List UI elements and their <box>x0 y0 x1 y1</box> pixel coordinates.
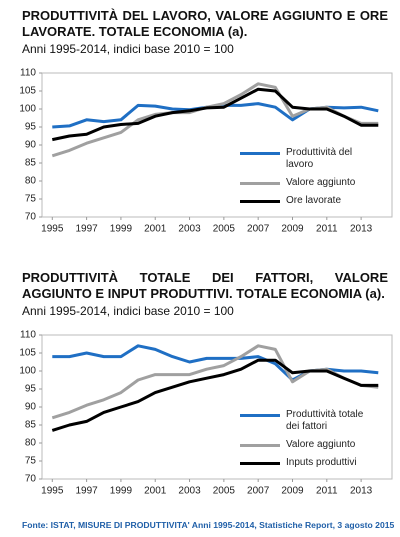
legend-label: Produttività del lavoro <box>286 147 353 170</box>
x-tick-label: 2009 <box>281 486 304 497</box>
legend-entry: Valore aggiunto <box>240 439 364 451</box>
legend-swatch <box>240 414 280 417</box>
legend-swatch <box>240 152 280 155</box>
y-tick-label: 80 <box>25 438 37 449</box>
x-tick-label: 1997 <box>75 224 98 235</box>
series-line <box>51 82 379 158</box>
y-tick-label: 75 <box>25 456 37 467</box>
x-tick-label: 2011 <box>316 224 338 235</box>
x-tick-label: 2005 <box>213 224 236 235</box>
legend-entry: Ore lavorate <box>240 195 364 207</box>
plot: 70 75 80 85 90 95 100 105 110 1995 1997 1999 2001 200… <box>19 330 393 497</box>
y-tick-label: 95 <box>25 122 37 133</box>
x-tick-label: 2005 <box>213 486 236 497</box>
legend-entry: Inputs produttivi <box>240 457 364 469</box>
y-tick-label: 105 <box>19 86 36 97</box>
y-tick-label: 70 <box>25 474 37 485</box>
chart: PRODUTTIVITÀ TOTALE DEI FATTORI, VALORE … <box>0 262 400 524</box>
y-tick-label: 105 <box>19 348 36 359</box>
y-tick-label: 80 <box>25 176 37 187</box>
x-tick-label: 1995 <box>41 486 64 497</box>
legend-label: Produttività totale dei fattori <box>286 409 364 432</box>
y-tick-label: 100 <box>19 366 36 377</box>
y-tick-label: 90 <box>25 140 37 151</box>
x-tick-label: 2003 <box>178 486 201 497</box>
chart-title: PRODUTTIVITÀ TOTALE DEI FATTORI, VALORE … <box>22 270 388 301</box>
source-note: Fonte: ISTAT, MISURE DI PRODUTTIVITA' An… <box>22 520 395 530</box>
legend-label: Ore lavorate <box>286 195 342 206</box>
chart-title: PRODUTTIVITÀ DEL LAVORO, VALORE AGGIUNTO… <box>22 8 388 39</box>
chart-subtitle: Anni 1995-2014, indici base 2010 = 100 <box>22 42 234 56</box>
legend: Produttività del lavoro Valore aggiunto Or… <box>240 147 364 213</box>
series-line <box>51 87 379 142</box>
plot: 70 75 80 85 90 95 100 105 110 1995 1997 1999 2001 200… <box>19 68 393 235</box>
x-tick-label: 2013 <box>350 486 373 497</box>
x-tick-label: 2001 <box>144 486 167 497</box>
y-tick-label: 110 <box>20 330 36 341</box>
y-tick-label: 75 <box>25 194 37 205</box>
legend-label: Valore aggiunto <box>286 177 356 188</box>
x-tick-label: 2009 <box>281 224 304 235</box>
y-tick-label: 95 <box>25 384 37 395</box>
legend-swatch <box>240 200 280 203</box>
x-tick-label: 2001 <box>144 224 167 235</box>
series-line <box>51 358 379 432</box>
legend-entry: Produttività totale dei fattori <box>240 409 364 433</box>
y-tick-label: 85 <box>25 158 37 169</box>
x-tick-label: 1997 <box>75 486 98 497</box>
legend-label: Inputs produttivi <box>286 457 357 468</box>
y-tick-label: 70 <box>25 212 37 223</box>
y-tick-label: 110 <box>20 68 36 79</box>
legend-label: Valore aggiunto <box>286 439 356 450</box>
x-tick-label: 2011 <box>316 486 338 497</box>
chart-subtitle: Anni 1995-2014, indici base 2010 = 100 <box>22 304 234 318</box>
x-tick-label: 2007 <box>247 486 270 497</box>
legend: Produttività totale dei fattori Valore ag… <box>240 409 364 475</box>
legend-entry: Produttività del lavoro <box>240 147 364 171</box>
x-tick-label: 1995 <box>41 224 64 235</box>
y-tick-label: 90 <box>25 402 37 413</box>
legend-entry: Valore aggiunto <box>240 177 364 189</box>
legend-swatch <box>240 182 280 185</box>
legend-swatch <box>240 462 280 465</box>
y-tick-label: 100 <box>19 104 36 115</box>
x-tick-label: 2003 <box>178 224 201 235</box>
x-tick-label: 2007 <box>247 224 270 235</box>
legend-swatch <box>240 444 280 447</box>
x-tick-label: 1999 <box>110 486 133 497</box>
x-tick-label: 1999 <box>110 224 133 235</box>
y-tick-label: 85 <box>25 420 37 431</box>
x-tick-label: 2013 <box>350 224 373 235</box>
chart: PRODUTTIVITÀ DEL LAVORO, VALORE AGGIUNTO… <box>0 0 400 262</box>
